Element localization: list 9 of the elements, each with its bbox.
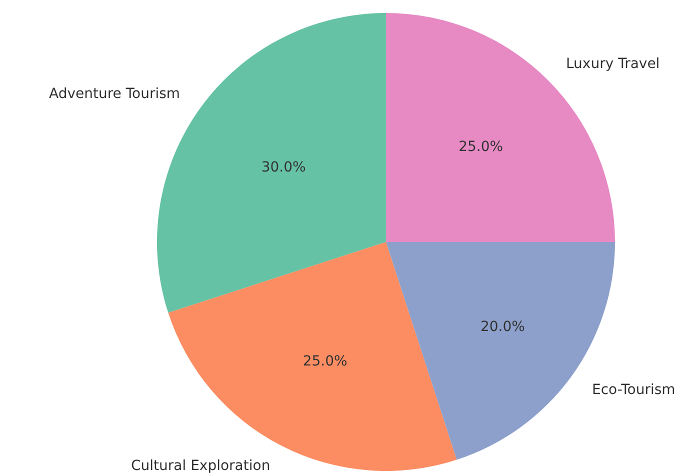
data-label: 25.0%	[458, 139, 504, 156]
slice-label: Adventure Tourism	[49, 86, 180, 102]
slice-label: Eco-Tourism	[592, 382, 676, 398]
data-label: 30.0%	[261, 160, 306, 176]
data-label: 20.0%	[480, 318, 525, 335]
slice-label: Luxury Travel	[566, 56, 660, 72]
pie-slice	[386, 13, 615, 242]
slice-label: Cultural Exploration	[131, 458, 270, 473]
data-label: 25.0%	[302, 354, 348, 370]
